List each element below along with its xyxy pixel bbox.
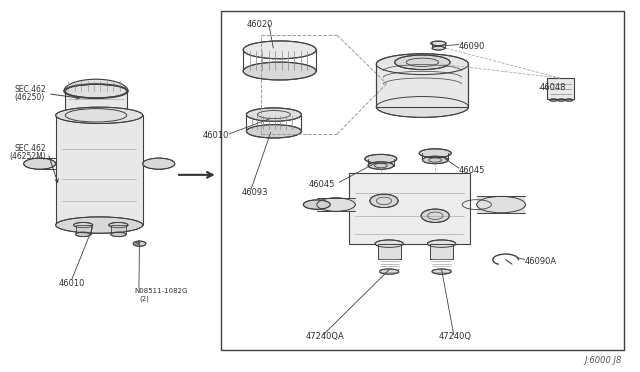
Ellipse shape [477, 196, 525, 213]
Polygon shape [64, 79, 128, 91]
Ellipse shape [143, 158, 175, 169]
Ellipse shape [421, 209, 449, 222]
Bar [111, 225, 126, 234]
Text: 46020: 46020 [246, 20, 273, 29]
Ellipse shape [375, 240, 403, 247]
Bar [65, 91, 127, 115]
Text: (46250): (46250) [14, 93, 44, 102]
Ellipse shape [365, 154, 397, 163]
Ellipse shape [65, 84, 127, 98]
Bar [547, 78, 574, 99]
Bar [430, 244, 453, 259]
Ellipse shape [243, 62, 316, 80]
Ellipse shape [368, 162, 394, 169]
Text: 46010: 46010 [203, 131, 229, 140]
Ellipse shape [431, 41, 446, 46]
Text: 47240Q: 47240Q [438, 332, 472, 341]
Ellipse shape [419, 149, 451, 158]
Ellipse shape [550, 99, 557, 101]
Ellipse shape [557, 99, 565, 101]
Ellipse shape [428, 240, 456, 247]
Ellipse shape [24, 158, 56, 169]
Text: 46048: 46048 [540, 83, 566, 92]
Ellipse shape [317, 198, 355, 211]
Ellipse shape [243, 41, 316, 59]
Ellipse shape [432, 46, 445, 50]
Text: 46010: 46010 [58, 279, 85, 288]
Bar [317, 198, 355, 211]
Bar [56, 115, 143, 225]
Bar [376, 64, 468, 107]
Bar [76, 225, 91, 234]
Ellipse shape [64, 84, 128, 99]
Text: 46090: 46090 [459, 42, 485, 51]
Text: 46093: 46093 [241, 188, 268, 197]
Bar [477, 196, 525, 213]
Ellipse shape [376, 54, 468, 74]
Text: SEC.462: SEC.462 [14, 85, 45, 94]
Ellipse shape [432, 269, 451, 274]
Text: (2): (2) [139, 296, 149, 302]
Ellipse shape [376, 97, 468, 118]
Ellipse shape [56, 107, 143, 124]
Bar [349, 173, 470, 244]
Ellipse shape [133, 241, 146, 246]
Ellipse shape [395, 55, 450, 70]
Bar [378, 244, 401, 259]
Text: 46090A: 46090A [525, 257, 557, 266]
Text: 47240QA: 47240QA [305, 332, 344, 341]
Text: 46045: 46045 [309, 180, 335, 189]
Ellipse shape [380, 269, 399, 274]
Text: N08511-1082G: N08511-1082G [134, 288, 188, 294]
Ellipse shape [370, 194, 398, 208]
Ellipse shape [303, 200, 330, 209]
Text: 46045: 46045 [459, 166, 485, 174]
Ellipse shape [422, 156, 448, 164]
Text: (46252M): (46252M) [10, 153, 46, 161]
Ellipse shape [565, 99, 573, 101]
Ellipse shape [74, 222, 93, 228]
Text: J:6000 J8: J:6000 J8 [585, 356, 622, 365]
Bar [221, 11, 624, 350]
Bar [547, 78, 574, 99]
Text: SEC.462: SEC.462 [14, 144, 45, 153]
Ellipse shape [56, 217, 143, 233]
Ellipse shape [109, 222, 128, 228]
Ellipse shape [76, 232, 91, 237]
Ellipse shape [111, 232, 126, 237]
Ellipse shape [65, 109, 127, 122]
Ellipse shape [246, 125, 301, 138]
Ellipse shape [246, 108, 301, 121]
Text: N: N [134, 241, 138, 246]
